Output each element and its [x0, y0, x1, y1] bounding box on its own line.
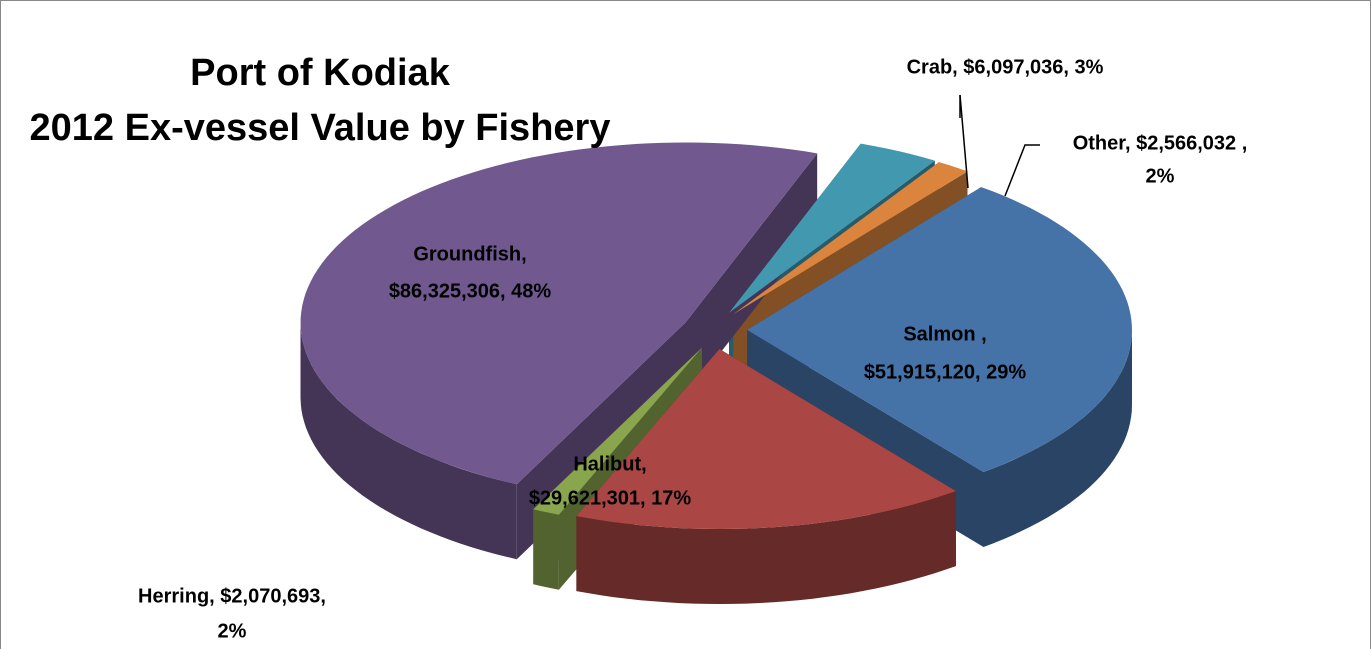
data-label: $86,325,306, 48%	[389, 280, 552, 302]
slice-side	[533, 509, 559, 590]
slice-side	[983, 329, 1132, 547]
slice	[733, 162, 968, 315]
data-label: Groundfish,	[413, 243, 526, 265]
data-label: Halibut,	[573, 453, 646, 475]
slice-wall	[685, 153, 818, 398]
chart-title: Port of Kodiak	[190, 52, 451, 94]
data-label: Salmon ,	[903, 323, 986, 345]
chart-title: 2012 Ex-vessel Value by Fishery	[30, 107, 611, 149]
data-label: $51,915,120, 29%	[864, 361, 1027, 383]
data-label: 2%	[218, 620, 247, 642]
slice-side	[576, 491, 956, 604]
pie	[300, 142, 1132, 604]
slice	[729, 143, 935, 313]
slice-side	[300, 322, 517, 560]
data-label: Crab, $6,097,036, 3%	[907, 56, 1104, 78]
data-label: $29,621,301, 17%	[529, 487, 692, 509]
data-label: 2%	[1146, 165, 1175, 187]
slice	[576, 349, 956, 529]
data-label: Other, $2,566,032 ,	[1073, 132, 1248, 154]
leader-line	[959, 94, 969, 189]
leader-line	[1004, 144, 1040, 197]
data-label: Herring, $2,070,693,	[138, 585, 326, 607]
slice	[533, 347, 702, 515]
slice-wall	[533, 347, 702, 585]
slice	[300, 142, 818, 485]
slice	[747, 187, 1132, 472]
